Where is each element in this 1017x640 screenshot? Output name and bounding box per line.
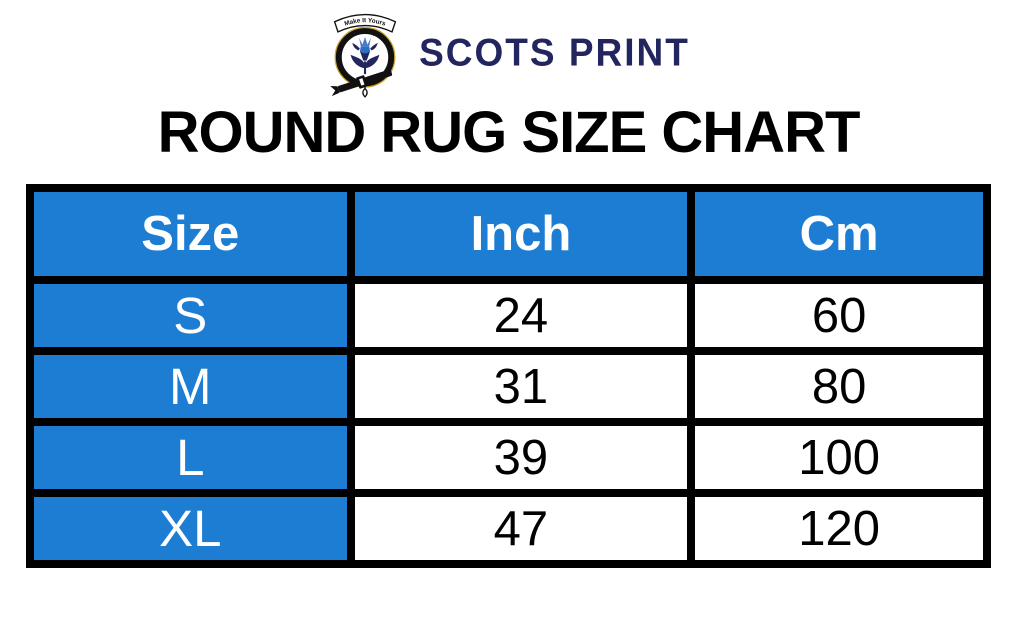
- cm-cell: 100: [687, 418, 991, 497]
- brand-name: SCOTS PRINT: [419, 30, 690, 74]
- inch-cell: 47: [346, 489, 696, 568]
- cm-cell: 60: [687, 276, 991, 355]
- inch-cell: 31: [346, 347, 696, 426]
- inch-cell: 39: [346, 418, 696, 497]
- thistle-icon: [350, 36, 380, 75]
- table-row: M 31 80: [26, 347, 991, 426]
- page: Make It Yours SCOTS PRINT ROUND RUG SIZE…: [0, 0, 1017, 568]
- brand-header: Make It Yours SCOTS PRINT: [0, 0, 1017, 98]
- scots-print-crest-icon: Make It Yours: [327, 5, 403, 101]
- header-cm: Cm: [687, 184, 991, 284]
- table-row: XL 47 120: [26, 489, 991, 568]
- table-header-row: Size Inch Cm: [26, 184, 991, 284]
- banner-text: Make It Yours: [344, 17, 387, 28]
- table-row: L 39 100: [26, 418, 991, 497]
- cm-cell: 80: [687, 347, 991, 426]
- header-inch: Inch: [346, 184, 696, 284]
- svg-text:Make It Yours: Make It Yours: [344, 17, 387, 28]
- size-cell: S: [26, 276, 355, 355]
- header-size: Size: [26, 184, 355, 284]
- size-cell: XL: [26, 489, 355, 568]
- pendant-icon: [362, 85, 368, 98]
- page-title: ROUND RUG SIZE CHART: [157, 100, 861, 165]
- inch-cell: 24: [346, 276, 696, 355]
- size-cell: M: [26, 347, 355, 426]
- cm-cell: 120: [687, 489, 991, 568]
- crest-banner: Make It Yours: [333, 13, 397, 33]
- table-row: S 24 60: [26, 276, 991, 355]
- size-chart-table: Size Inch Cm S 24 60 M 31 80 L 39 100: [26, 184, 991, 568]
- size-cell: L: [26, 418, 355, 497]
